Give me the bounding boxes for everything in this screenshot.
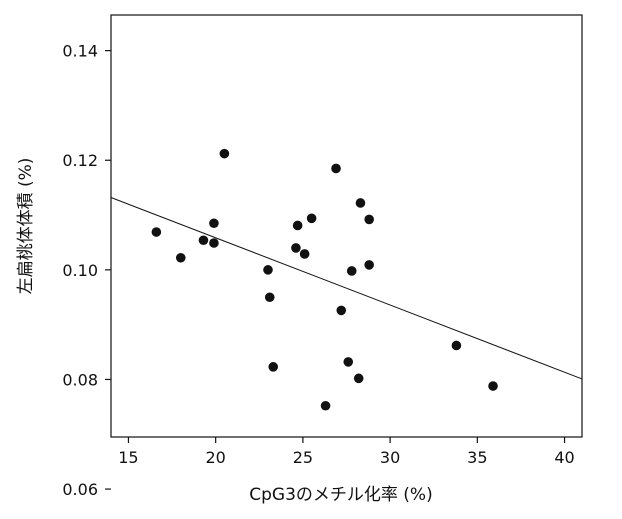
x-axis: 15 20 25 30 35 40 bbox=[118, 437, 575, 467]
x-tick-label: 20 bbox=[205, 448, 225, 467]
x-tick-label: 35 bbox=[467, 448, 487, 467]
data-point bbox=[175, 252, 186, 263]
data-point bbox=[209, 238, 219, 248]
y-tick-label: 0.10 bbox=[62, 261, 98, 280]
data-point bbox=[219, 148, 230, 159]
data-point bbox=[264, 292, 275, 303]
data-point bbox=[353, 373, 364, 384]
data-point bbox=[331, 163, 341, 174]
data-point bbox=[306, 213, 317, 224]
data-point bbox=[292, 220, 303, 231]
data-point bbox=[343, 357, 354, 367]
data-point bbox=[336, 305, 347, 316]
data-point bbox=[346, 266, 357, 276]
data-point bbox=[488, 381, 498, 391]
regression-line bbox=[110, 197, 583, 380]
data-point bbox=[299, 249, 310, 259]
plot-frame bbox=[110, 14, 583, 438]
x-tick-label: 40 bbox=[554, 448, 574, 467]
data-point bbox=[355, 198, 366, 208]
data-point bbox=[209, 218, 219, 229]
y-axis-label: 左扁桃体体積 (%) bbox=[16, 158, 36, 295]
y-axis: 0.06 0.08 0.10 0.12 0.14 bbox=[62, 42, 111, 499]
data-point bbox=[451, 340, 462, 351]
y-tick-label: 0.08 bbox=[62, 370, 98, 389]
data-point bbox=[263, 265, 273, 275]
x-axis-label: CpG3のメチル化率 (%) bbox=[249, 485, 432, 505]
data-point bbox=[151, 227, 162, 237]
plot-area bbox=[110, 148, 583, 411]
data-point bbox=[268, 362, 279, 372]
x-tick-label: 25 bbox=[293, 448, 313, 467]
y-tick-label: 0.12 bbox=[62, 151, 98, 170]
data-point bbox=[320, 400, 331, 411]
x-tick-label: 15 bbox=[118, 448, 138, 467]
data-point bbox=[364, 214, 374, 225]
x-tick-label: 30 bbox=[380, 448, 400, 467]
y-tick-label: 0.14 bbox=[62, 42, 98, 61]
data-point bbox=[364, 260, 374, 270]
data-point bbox=[291, 243, 301, 253]
y-tick-label: 0.06 bbox=[62, 480, 98, 499]
data-point bbox=[198, 235, 209, 246]
